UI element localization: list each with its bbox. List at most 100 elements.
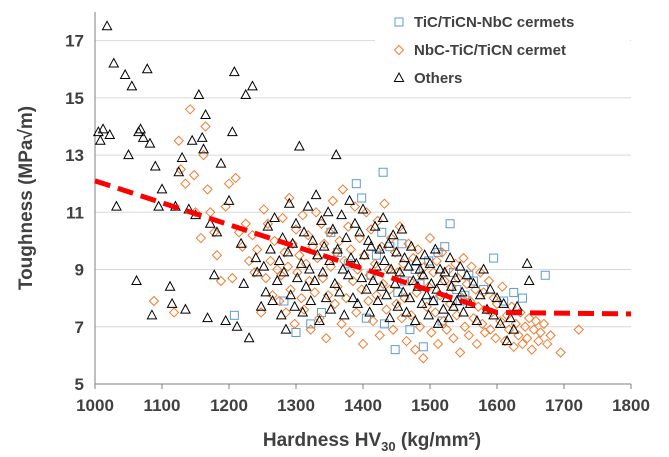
y-tick-label: 11 xyxy=(66,203,84,222)
diamond-marker xyxy=(499,335,511,347)
diamond-marker xyxy=(477,318,488,330)
diamond-marker xyxy=(284,192,295,204)
triangle-marker xyxy=(303,263,315,274)
diamond-marker xyxy=(325,261,337,272)
triangle-marker xyxy=(144,137,156,148)
triangle-marker xyxy=(352,297,364,308)
triangle-marker xyxy=(349,217,361,228)
triangle-marker xyxy=(318,240,330,251)
diamond-marker xyxy=(365,224,377,235)
diamond-marker xyxy=(324,227,335,238)
triangle-marker xyxy=(403,260,414,271)
triangle-marker xyxy=(383,237,394,248)
triangle-marker xyxy=(317,266,329,277)
triangle-marker xyxy=(394,266,406,277)
diamond-marker xyxy=(363,295,374,307)
square-marker xyxy=(229,310,239,320)
triangle-marker xyxy=(97,123,109,134)
diamond-marker xyxy=(513,330,524,341)
triangle-marker xyxy=(255,300,267,311)
diamond-marker xyxy=(430,307,441,318)
legend-square-marker xyxy=(394,17,404,27)
x-axis-title-unit: (kg/mm²) xyxy=(396,430,482,451)
square-marker xyxy=(291,327,301,337)
triangle-marker xyxy=(332,243,343,254)
x-axis-title: Hardness HV30 (kg/mm²) xyxy=(263,430,481,454)
square-marker xyxy=(499,296,509,306)
diamond-marker xyxy=(454,347,466,358)
diamond-marker xyxy=(276,270,287,281)
triangle-marker xyxy=(381,289,392,300)
triangle-marker xyxy=(312,249,323,260)
diamond-marker xyxy=(202,184,213,195)
triangle-marker xyxy=(131,274,142,285)
diamond-marker xyxy=(274,295,285,307)
triangle-marker xyxy=(291,272,303,283)
diamond-marker xyxy=(463,330,475,341)
triangle-marker xyxy=(153,200,165,211)
triangle-marker xyxy=(262,220,274,231)
diamond-marker xyxy=(479,327,491,338)
trend-layer xyxy=(94,178,632,317)
diamond-marker xyxy=(258,204,270,215)
triangle-marker xyxy=(298,226,310,237)
square-marker xyxy=(378,167,388,177)
triangle-marker xyxy=(501,335,513,346)
diamond-marker xyxy=(394,221,406,232)
triangle-marker xyxy=(156,183,168,194)
triangle-marker xyxy=(421,289,433,300)
square-marker xyxy=(377,227,387,237)
triangle-marker xyxy=(437,303,449,314)
diamond-marker xyxy=(446,281,457,292)
diamond-marker xyxy=(426,327,437,338)
triangle-marker xyxy=(285,289,297,300)
triangle-marker xyxy=(439,266,451,277)
diamond-marker xyxy=(251,244,263,255)
diamond-marker xyxy=(341,292,352,304)
x-tick-label: 1100 xyxy=(144,396,181,415)
triangle-marker xyxy=(283,197,295,208)
diamond-marker xyxy=(188,169,200,181)
triangle-marker xyxy=(461,269,473,280)
diamond-marker xyxy=(344,327,355,338)
square-marker xyxy=(405,325,415,335)
diamond-marker xyxy=(461,278,473,290)
diamond-marker xyxy=(180,178,191,189)
triangle-marker xyxy=(146,309,158,320)
diamond-marker xyxy=(282,261,294,272)
diamond-marker xyxy=(367,315,379,327)
triangle-marker xyxy=(354,226,366,237)
triangle-marker xyxy=(123,149,134,160)
triangle-marker xyxy=(141,63,153,74)
diamond-marker xyxy=(184,104,196,115)
triangle-marker xyxy=(443,312,455,323)
triangle-marker xyxy=(508,323,520,334)
triangle-marker xyxy=(356,272,368,283)
triangle-marker xyxy=(238,277,250,288)
diamond-marker xyxy=(459,321,471,332)
triangle-marker xyxy=(376,280,388,291)
triangle-marker xyxy=(297,306,309,317)
diamond-marker xyxy=(290,224,302,235)
triangle-marker xyxy=(322,206,334,217)
triangle-marker xyxy=(399,252,410,263)
diamond-marker xyxy=(354,232,365,244)
triangle-marker xyxy=(494,317,506,328)
legend-diamond-marker xyxy=(393,44,405,56)
triangle-marker xyxy=(307,234,319,245)
diamond-marker xyxy=(452,272,464,284)
triangle-marker xyxy=(389,277,401,288)
triangle-marker xyxy=(468,277,479,288)
triangle-marker xyxy=(247,80,258,91)
triangle-marker xyxy=(108,57,120,68)
triangle-marker xyxy=(235,237,247,248)
triangle-marker xyxy=(290,217,302,228)
triangle-marker xyxy=(434,263,446,274)
triangle-marker xyxy=(295,257,307,268)
legend-label: Others xyxy=(414,70,462,87)
x-axis-title-main: Hardness HV xyxy=(263,430,382,451)
diamond-marker xyxy=(292,267,303,278)
triangle-marker xyxy=(215,157,227,168)
diamond-marker xyxy=(521,333,533,344)
diamond-marker xyxy=(280,307,292,318)
